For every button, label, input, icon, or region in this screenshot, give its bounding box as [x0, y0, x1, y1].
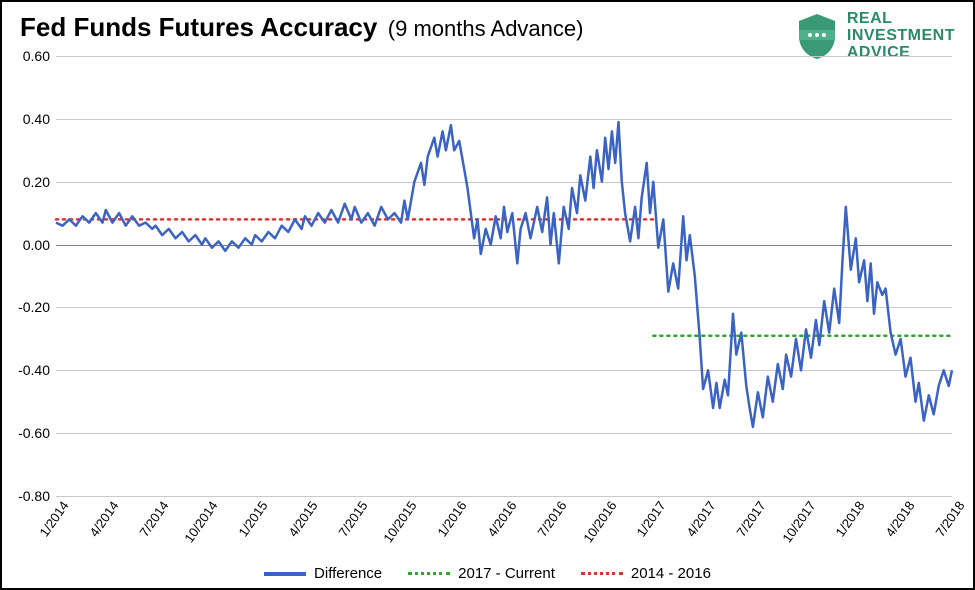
plot-area: -0.80-0.60-0.40-0.200.000.200.400.601/20…: [56, 56, 952, 496]
x-tick-label: 4/2017: [680, 496, 718, 539]
chart-title: Fed Funds Futures Accuracy (9 months Adv…: [20, 12, 753, 43]
legend-item-2017-current: 2017 - Current: [408, 565, 555, 582]
x-tick-label: 10/2017: [776, 496, 819, 545]
legend-swatch-difference: [264, 572, 306, 576]
x-tick-label: 7/2015: [332, 496, 370, 539]
legend-label-2017-current: 2017 - Current: [458, 565, 555, 582]
legend-label-2014-2016: 2014 - 2016: [631, 565, 711, 582]
brand-logo: REAL INVESTMENT ADVICE: [795, 10, 955, 61]
legend: Difference 2017 - Current 2014 - 2016: [2, 565, 973, 582]
x-tick-label: 7/2014: [133, 496, 171, 539]
y-tick-label: 0.00: [23, 237, 50, 253]
x-tick-label: 10/2016: [577, 496, 620, 545]
shield-icon: [795, 12, 839, 60]
legend-label-difference: Difference: [314, 565, 382, 582]
y-tick-label: -0.60: [18, 425, 50, 441]
x-tick-label: 4/2014: [83, 496, 121, 539]
brand-text-line1: REAL: [847, 10, 955, 27]
x-tick-label: 1/2017: [631, 496, 669, 539]
legend-item-2014-2016: 2014 - 2016: [581, 565, 711, 582]
x-tick-label: 1/2015: [232, 496, 270, 539]
y-tick-label: 0.20: [23, 174, 50, 190]
y-tick-label: 0.60: [23, 48, 50, 64]
legend-item-difference: Difference: [264, 565, 382, 582]
x-tick-label: 10/2015: [377, 496, 420, 545]
y-tick-label: -0.40: [18, 362, 50, 378]
x-tick-label: 4/2018: [879, 496, 917, 539]
x-tick-label: 1/2018: [830, 496, 868, 539]
y-tick-label: -0.80: [18, 488, 50, 504]
x-tick-label: 10/2014: [178, 496, 221, 545]
brand-text: REAL INVESTMENT ADVICE: [847, 10, 955, 61]
x-tick-label: 1/2016: [431, 496, 469, 539]
legend-swatch-2017-current: [408, 572, 450, 575]
title-subtitle: (9 months Advance): [388, 16, 584, 41]
title-main: Fed Funds Futures Accuracy: [20, 12, 377, 42]
chart-frame: Fed Funds Futures Accuracy (9 months Adv…: [0, 0, 975, 590]
brand-text-line2: INVESTMENT: [847, 27, 955, 44]
y-tick-label: -0.20: [18, 299, 50, 315]
legend-swatch-2014-2016: [581, 572, 623, 575]
x-tick-label: 4/2015: [282, 496, 320, 539]
chart-svg: [56, 56, 952, 496]
x-tick-label: 7/2018: [929, 496, 967, 539]
x-tick-label: 4/2016: [481, 496, 519, 539]
x-tick-label: 7/2017: [730, 496, 768, 539]
series-difference: [56, 122, 952, 427]
x-tick-label: 7/2016: [531, 496, 569, 539]
y-tick-label: 0.40: [23, 111, 50, 127]
